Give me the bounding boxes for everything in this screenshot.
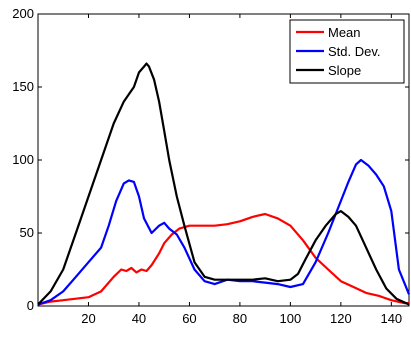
series-line-std-dev [37, 158, 411, 306]
y-tick-label: 50 [20, 225, 34, 240]
y-tick-label: 0 [27, 298, 34, 313]
y-tick-label: 150 [12, 79, 34, 94]
x-tick-label: 100 [280, 311, 302, 326]
y-tick-label: 200 [12, 6, 34, 21]
legend-label: Mean [328, 25, 361, 40]
series-line-slope [37, 62, 410, 306]
x-tick-label: 20 [81, 311, 95, 326]
x-tick-label: 60 [182, 311, 196, 326]
x-tick-label: 80 [233, 311, 247, 326]
x-tick-label: 40 [132, 311, 146, 326]
legend-label: Std. Dev. [328, 44, 381, 59]
legend-label: Slope [328, 63, 361, 78]
x-tick-label: 120 [330, 311, 352, 326]
series-line-mean [37, 212, 409, 306]
y-tick-label: 100 [12, 152, 34, 167]
x-tick-label: 140 [380, 311, 402, 326]
